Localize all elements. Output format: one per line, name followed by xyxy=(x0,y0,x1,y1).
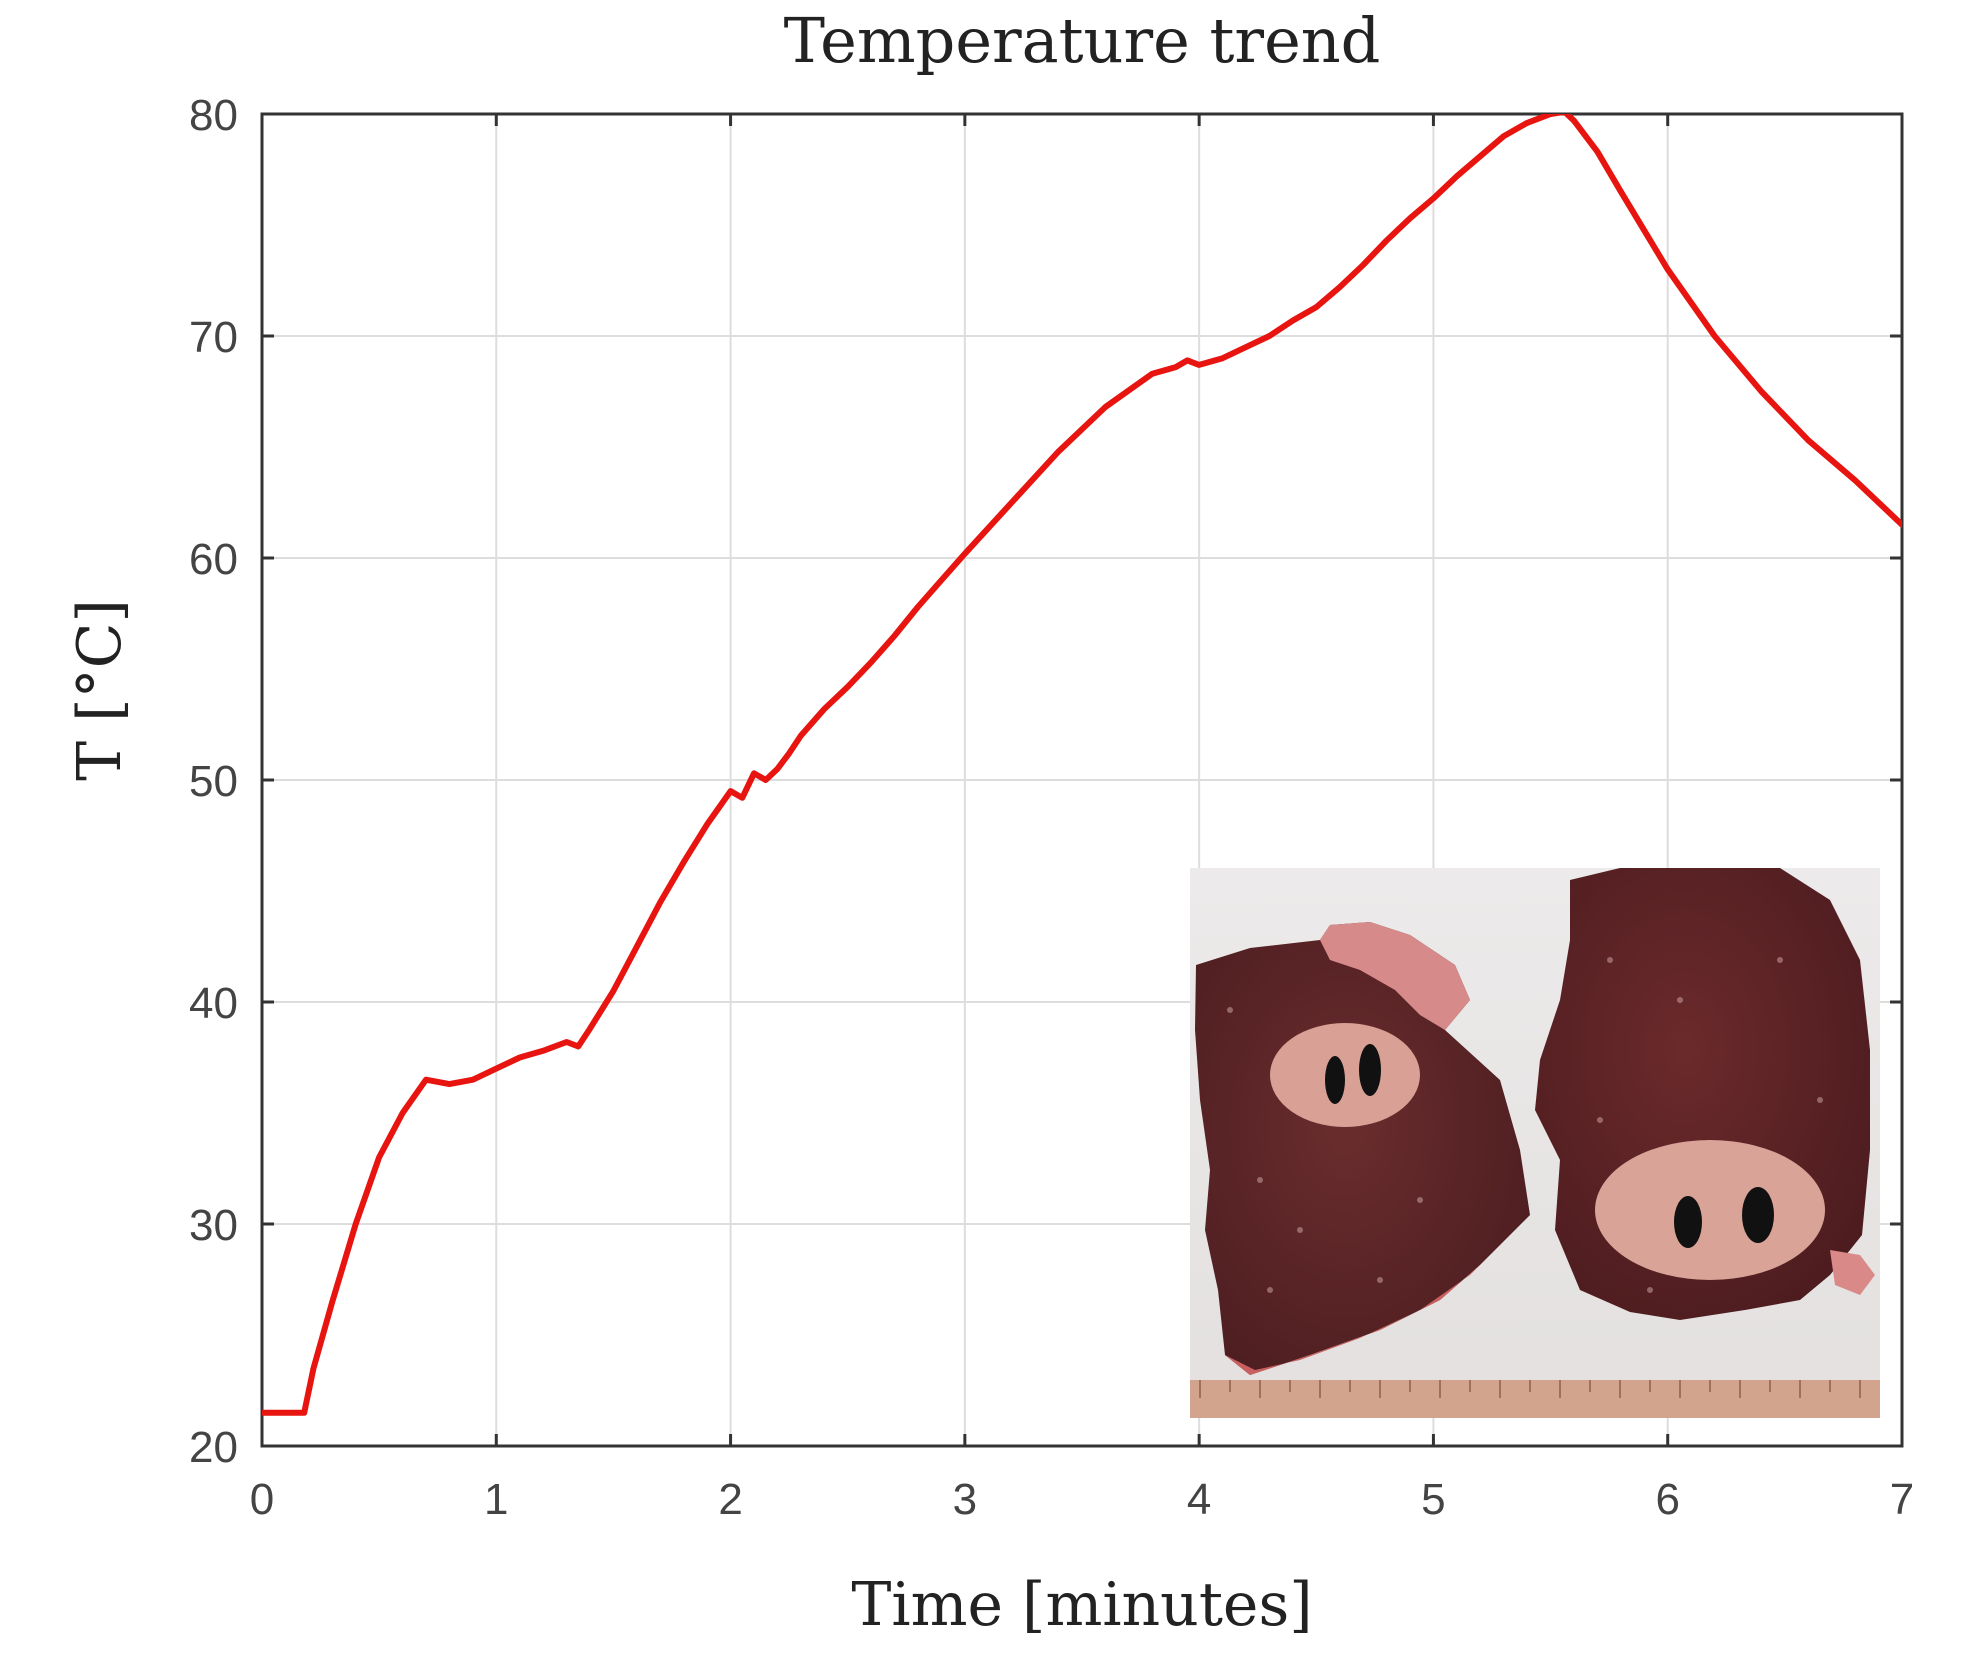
grid-lines xyxy=(261,113,1903,1447)
x-tick-label: 6 xyxy=(1655,1475,1679,1524)
x-tick-label: 7 xyxy=(1890,1475,1914,1524)
y-tick-label: 80 xyxy=(189,91,238,140)
y-axis-label: T [°C] xyxy=(65,599,135,781)
temperature-series-line xyxy=(262,114,1902,1416)
x-tick-label: 1 xyxy=(484,1475,508,1524)
x-tick-label: 2 xyxy=(718,1475,742,1524)
x-axis-label: Time [minutes] xyxy=(851,1570,1312,1640)
axis-ticks: 0 1 2 3 4 5 6 7 20 30 40 50 60 70 80 xyxy=(189,91,1914,1524)
y-tick-label: 40 xyxy=(189,979,238,1028)
y-tick-label: 60 xyxy=(189,535,238,584)
y-tick-label: 30 xyxy=(189,1201,238,1250)
x-tick-label: 5 xyxy=(1421,1475,1445,1524)
y-tick-label: 70 xyxy=(189,313,238,362)
x-tick-label: 3 xyxy=(953,1475,977,1524)
y-tick-label: 20 xyxy=(189,1423,238,1472)
x-tick-label: 4 xyxy=(1187,1475,1211,1524)
inset-photo xyxy=(1190,868,1880,1418)
x-tick-label: 0 xyxy=(250,1475,274,1524)
chart-title: Temperature trend xyxy=(784,4,1381,77)
y-tick-label: 50 xyxy=(189,757,238,806)
